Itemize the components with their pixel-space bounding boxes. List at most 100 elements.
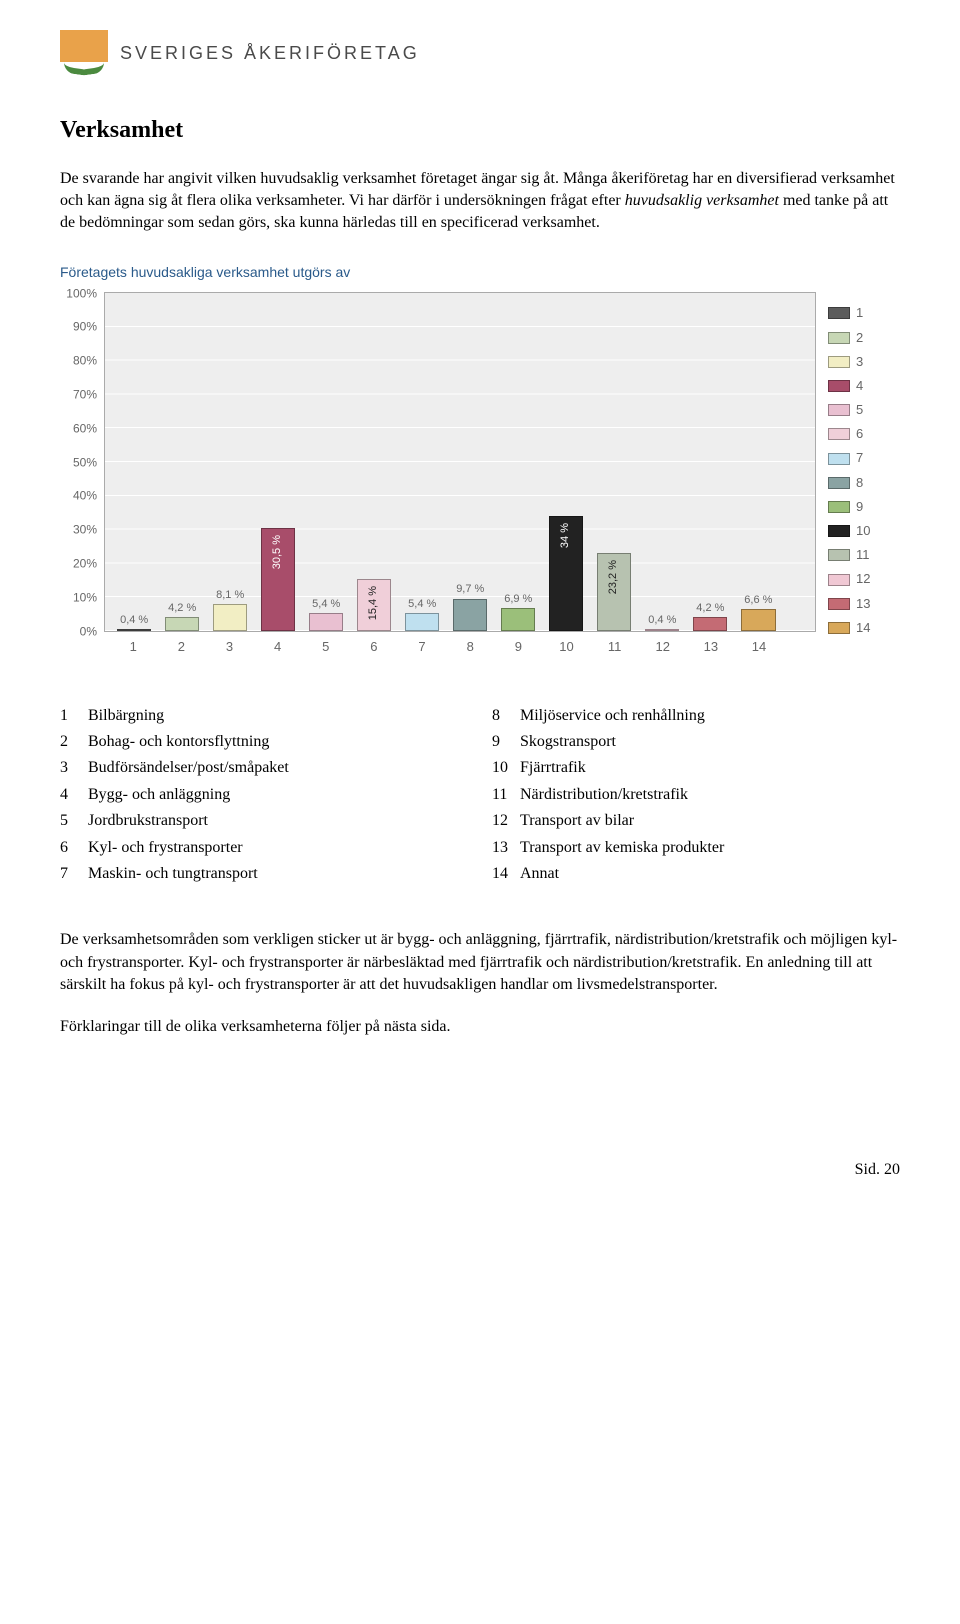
legend-swatch (828, 332, 850, 344)
y-tick: 70% (73, 386, 97, 403)
legend-swatch (828, 574, 850, 586)
legend-swatch (828, 356, 850, 368)
legend-swatch (828, 622, 850, 634)
legend-item: 4 (828, 377, 900, 395)
key-text: Bohag- och kontorsflyttning (88, 731, 269, 753)
key-line: 5Jordbrukstransport (60, 810, 468, 832)
legend-label: 11 (856, 546, 870, 564)
legend-label: 1 (856, 304, 863, 322)
x-tick: 1 (116, 638, 150, 656)
x-tick: 11 (597, 638, 631, 656)
legend-label: 8 (856, 474, 863, 492)
key-number: 6 (60, 837, 82, 859)
legend-item: 11 (828, 546, 900, 564)
category-key: 1 Bilbärgning 2 Bohag- och kontorsflyttning… (60, 705, 900, 890)
legend-label: 14 (856, 619, 870, 637)
logo-text: SVERIGES ÅKERIFÖRETAG (120, 41, 420, 66)
bar-label: 34 % (558, 521, 573, 548)
legend-swatch (828, 380, 850, 392)
key-line: 2 Bohag- och kontorsflyttning (60, 731, 468, 753)
legend-item: 5 (828, 401, 900, 419)
key-line: 3 Budförsändelser/post/småpaket (60, 757, 468, 779)
y-tick: 40% (73, 488, 97, 505)
key-line: 13Transport av kemiska produkter (492, 837, 900, 859)
key-text: Budförsändelser/post/småpaket (88, 757, 289, 779)
legend-item: 8 (828, 474, 900, 492)
bar: 6,9 % (501, 608, 535, 631)
legend-label: 7 (856, 449, 863, 467)
legend-label: 12 (856, 570, 870, 588)
key-line: 12Transport av bilar (492, 810, 900, 832)
legend-swatch (828, 598, 850, 610)
legend-label: 2 (856, 329, 863, 347)
bar: 30,5 % (261, 528, 295, 631)
bar: 4,2 % (165, 617, 199, 631)
key-line: 7Maskin- och tungtransport (60, 863, 468, 885)
x-tick: 13 (694, 638, 728, 656)
key-line: 10 Fjärrtrafik (492, 757, 900, 779)
bar-label: 8,1 % (214, 588, 246, 605)
legend-label: 13 (856, 595, 870, 613)
x-tick: 6 (357, 638, 391, 656)
key-number: 2 (60, 731, 82, 753)
x-tick: 5 (309, 638, 343, 656)
intro-paragraph: De svarande har angivit vilken huvudsakl… (60, 168, 900, 235)
legend-item: 12 (828, 570, 900, 588)
y-tick: 30% (73, 522, 97, 539)
legend-item: 1 (828, 304, 900, 322)
key-number: 10 (492, 757, 514, 779)
bar-label: 0,4 % (646, 613, 678, 630)
bar-label: 5,4 % (406, 597, 438, 614)
bar: 9,7 % (453, 599, 487, 632)
body-paragraph-1: De verksamhetsområden som verkligen stic… (60, 929, 900, 996)
chart-title: Företagets huvudsakliga verksamhet utgör… (60, 263, 900, 283)
legend-swatch (828, 307, 850, 319)
logo-orange-block (60, 30, 108, 62)
key-line: 9Skogstransport (492, 731, 900, 753)
key-text: Bilbärgning (88, 705, 164, 727)
logo-arc-right (84, 63, 104, 76)
key-text: Fjärrtrafik (520, 757, 586, 779)
legend-swatch (828, 477, 850, 489)
bar-label: 30,5 % (270, 533, 285, 569)
x-tick: 12 (646, 638, 680, 656)
bar-label: 15,4 % (366, 584, 381, 620)
chart: 0%10%20%30%40%50%60%70%80%90%100% 0,4 %4… (60, 292, 900, 656)
key-text: Maskin- och tungtransport (88, 863, 258, 885)
key-line: 14Annat (492, 863, 900, 885)
x-tick: 4 (260, 638, 294, 656)
legend-item: 13 (828, 595, 900, 613)
chart-legend: 1234567891011121314 (828, 292, 900, 656)
key-line: 4Bygg- och anläggning (60, 784, 468, 806)
key-number: 8 (492, 705, 514, 727)
bar-label: 6,6 % (742, 593, 774, 610)
key-text: Transport av kemiska produkter (520, 837, 724, 859)
key-text: Närdistribution/kretstrafik (520, 784, 688, 806)
bar: 5,4 % (405, 613, 439, 631)
key-line: 8 Miljöservice och renhållning (492, 705, 900, 727)
x-tick: 9 (501, 638, 535, 656)
key-number: 3 (60, 757, 82, 779)
legend-swatch (828, 453, 850, 465)
bar-label: 5,4 % (310, 597, 342, 614)
bar: 0,4 % (117, 629, 151, 631)
legend-label: 9 (856, 498, 863, 516)
legend-label: 6 (856, 425, 863, 443)
bar: 15,4 % (357, 579, 391, 631)
legend-item: 9 (828, 498, 900, 516)
key-number: 1 (60, 705, 82, 727)
legend-label: 4 (856, 377, 863, 395)
x-tick: 3 (212, 638, 246, 656)
bar-label: 4,2 % (166, 601, 198, 618)
legend-label: 5 (856, 401, 863, 419)
key-number: 9 (492, 731, 514, 753)
legend-item: 10 (828, 522, 900, 540)
key-line: 6Kyl- och frystransporter (60, 837, 468, 859)
y-tick: 50% (73, 454, 97, 471)
legend-item: 14 (828, 619, 900, 637)
bar-label: 6,9 % (502, 592, 534, 609)
legend-label: 3 (856, 353, 863, 371)
y-axis: 0%10%20%30%40%50%60%70%80%90%100% (57, 293, 101, 631)
key-text: Miljöservice och renhållning (520, 705, 705, 727)
legend-item: 6 (828, 425, 900, 443)
